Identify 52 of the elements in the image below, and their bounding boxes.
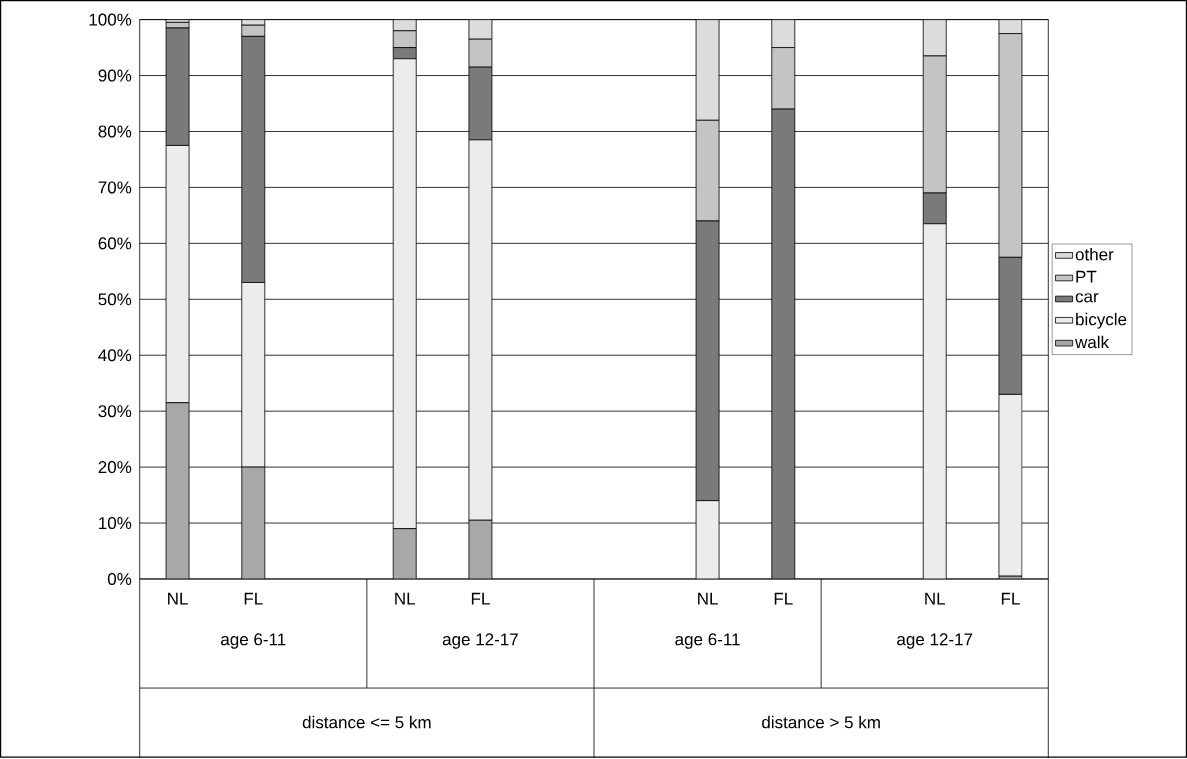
bar bbox=[922, 19, 947, 57]
bar bbox=[392, 30, 417, 49]
x-tick-label: FL bbox=[244, 593, 263, 605]
bar bbox=[165, 402, 190, 580]
bar bbox=[771, 108, 796, 580]
y-tick-label: 70% bbox=[98, 181, 132, 194]
bar bbox=[922, 223, 947, 580]
text: age 12-17 bbox=[442, 633, 518, 649]
y-tick-label: 50% bbox=[98, 293, 132, 306]
x-tick-label: FL bbox=[1001, 593, 1020, 605]
bar bbox=[695, 500, 720, 580]
bar bbox=[998, 257, 1023, 396]
text: age 6-11 bbox=[675, 633, 740, 649]
y-tick-label: 80% bbox=[98, 125, 132, 138]
legend-label: car bbox=[1075, 293, 1099, 303]
x-tick-label: NL bbox=[395, 593, 416, 605]
text: distance <= 5 km bbox=[302, 716, 431, 729]
y-tick-label: 90% bbox=[98, 69, 132, 82]
bar bbox=[771, 19, 796, 49]
bar bbox=[922, 192, 947, 225]
bar bbox=[695, 19, 720, 121]
bar bbox=[165, 145, 190, 404]
bar bbox=[165, 27, 190, 147]
bar bbox=[241, 36, 266, 284]
bar bbox=[998, 394, 1023, 577]
bar bbox=[241, 466, 266, 580]
y-tick-label: 40% bbox=[98, 349, 132, 362]
x-tick-label: NL bbox=[698, 593, 718, 605]
text: age 12-17 bbox=[897, 633, 973, 649]
text: distance > 5 km bbox=[762, 716, 880, 729]
bar bbox=[241, 282, 266, 468]
x-tick-label: FL bbox=[471, 593, 490, 605]
bar bbox=[695, 220, 720, 502]
x-tick-label: NL bbox=[168, 593, 188, 605]
bar bbox=[392, 528, 417, 580]
y-tick-label: 0% bbox=[107, 573, 132, 586]
bar bbox=[468, 139, 493, 521]
y-tick-label: 10% bbox=[99, 517, 132, 530]
bar bbox=[392, 58, 417, 530]
y-tick-label: 100% bbox=[89, 13, 132, 26]
y-tick-label: 30% bbox=[98, 405, 132, 418]
legend-label: walk bbox=[1075, 335, 1110, 349]
bar bbox=[468, 39, 493, 68]
x-tick-label: FL bbox=[774, 593, 793, 605]
text: age 6-11 bbox=[221, 633, 286, 649]
x-tick-label: NL bbox=[925, 593, 946, 605]
legend-label: other bbox=[1075, 248, 1114, 261]
legend-label: bicycle bbox=[1076, 313, 1127, 329]
y-tick-label: 60% bbox=[98, 237, 132, 250]
bar bbox=[771, 47, 796, 110]
y-tick-label: 20% bbox=[98, 461, 132, 474]
legend-label: PT bbox=[1076, 271, 1097, 283]
